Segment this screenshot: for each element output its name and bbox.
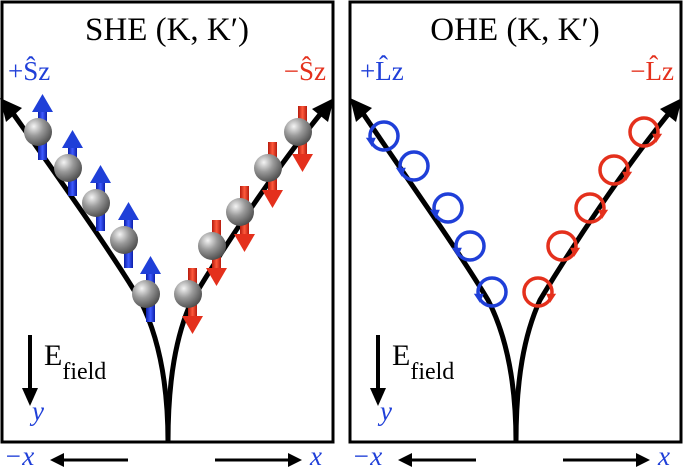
axis-neg-x-left-arrowhead (50, 453, 64, 467)
orbit-ccw-icon (368, 120, 400, 152)
orbit-arrowhead (622, 171, 633, 181)
ohe-panel: OHE (K, K′) +L̂z −L̂z Efield y (348, 0, 683, 444)
sphere-icon (226, 198, 254, 226)
orbit-arrowhead (395, 167, 406, 177)
sphere-icon (284, 118, 312, 146)
sphere-icon (54, 154, 82, 182)
orbit-ccw-particle (365, 120, 400, 152)
axis-neg-x-left: −x (4, 441, 34, 470)
sphere-icon (254, 154, 282, 182)
orbit-cw-icon (628, 116, 660, 148)
orbit-cw-icon (522, 276, 554, 308)
spin-down-arrowhead (292, 154, 313, 172)
spin-down-arrowhead (234, 234, 255, 252)
orbit-ccw-particle (451, 230, 486, 262)
orbit-cw-particle (628, 116, 663, 148)
bottom-axes: −x x −x x (4, 441, 670, 470)
spin-down-arrowhead (182, 316, 203, 334)
ohe-title: OHE (K, K′) (430, 12, 599, 48)
orbit-arrowhead (365, 137, 376, 147)
spin-up-particle (24, 94, 53, 160)
orbit-ccw-particle (473, 276, 508, 308)
ohe-right-trajectory-arrowhead (660, 98, 682, 122)
ohe-orbit-ccw-particles (365, 120, 508, 308)
orbit-arrowhead (598, 209, 609, 219)
spin-up-particle (132, 256, 161, 322)
she-panel: SHE (K, K′) +Ŝz −Ŝz Efield y (0, 0, 335, 444)
spin-up-arrowhead (90, 165, 111, 183)
orbit-arrowhead (451, 247, 462, 257)
ohe-right-trajectory (513, 110, 672, 443)
axis-neg-x-right: −x (352, 441, 382, 470)
spin-down-particle (284, 106, 313, 172)
orbit-cw-icon (598, 154, 630, 186)
spin-down-particle (254, 142, 283, 208)
spin-up-particle (82, 165, 111, 231)
she-left-trajectory-arrowhead (0, 98, 22, 122)
orbit-ccw-icon (476, 276, 508, 308)
sphere-icon (132, 280, 160, 308)
she-spin-up-particles (24, 94, 161, 322)
spin-up-arrowhead (140, 256, 161, 274)
spin-down-arrowhead (206, 268, 227, 286)
she-spin-down-particles (174, 106, 313, 334)
she-right-trajectory-arrowhead (312, 98, 334, 122)
spin-up-arrowhead (32, 94, 53, 112)
ohe-axis-y: y (377, 396, 392, 426)
axis-neg-x-right-arrowhead (398, 453, 412, 467)
sphere-icon (24, 118, 52, 146)
orbit-cw-icon (546, 230, 578, 262)
orbit-arrowhead (570, 247, 581, 257)
spin-down-arrowhead (262, 190, 283, 208)
sphere-icon (110, 226, 138, 254)
axis-pos-x-left: x (309, 441, 322, 470)
spin-down-particle (198, 220, 227, 286)
ohe-label-minus-lz: −L̂z (630, 56, 674, 86)
orbit-ccw-particle (395, 150, 430, 182)
orbit-cw-particle (546, 230, 581, 262)
ohe-label-plus-lz: +L̂z (360, 56, 404, 86)
spin-up-particle (54, 130, 83, 196)
she-label-minus-sz: −Ŝz (284, 56, 326, 86)
orbit-ccw-icon (454, 230, 486, 262)
orbit-cw-icon (574, 192, 606, 224)
she-title: SHE (K, K′) (85, 12, 249, 48)
orbit-cw-particle (574, 192, 609, 224)
spin-down-particle (226, 186, 255, 252)
sphere-icon (82, 189, 110, 217)
spin-up-particle (110, 202, 139, 268)
sphere-icon (198, 232, 226, 260)
orbit-cw-particle (598, 154, 633, 186)
she-field-arrowhead (22, 388, 38, 406)
axis-pos-x-right: x (657, 441, 670, 470)
ohe-field-arrowhead (370, 388, 386, 406)
spin-up-arrowhead (62, 130, 83, 148)
sphere-icon (174, 280, 202, 308)
she-label-plus-sz: +Ŝz (8, 56, 50, 86)
she-axis-y: y (29, 396, 44, 426)
orbit-ccw-particle (429, 192, 464, 224)
orbit-arrowhead (473, 293, 484, 303)
spin-down-particle (174, 268, 203, 334)
she-field-label: Efield (44, 339, 106, 385)
orbit-arrowhead (652, 133, 663, 143)
orbit-ccw-icon (432, 192, 464, 224)
axis-pos-x-right-arrowhead (636, 453, 650, 467)
ohe-field-label: Efield (392, 339, 454, 385)
orbit-arrowhead (429, 209, 440, 219)
ohe-left-trajectory-arrowhead (350, 98, 372, 122)
ohe-orbit-cw-particles (522, 116, 663, 308)
axis-pos-x-left-arrowhead (288, 453, 302, 467)
orbit-ccw-icon (398, 150, 430, 182)
orbit-cw-particle (522, 276, 557, 308)
orbit-arrowhead (546, 293, 557, 303)
spin-up-arrowhead (118, 202, 139, 220)
